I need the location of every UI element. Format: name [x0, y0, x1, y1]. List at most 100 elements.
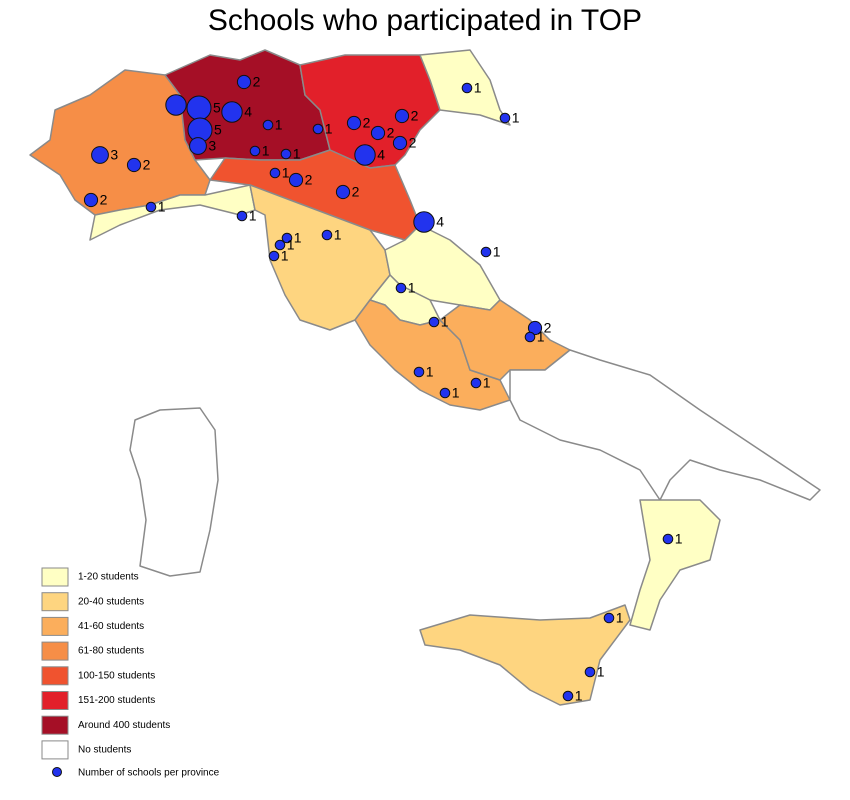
school-count: 1 [282, 165, 290, 181]
school-marker [186, 95, 212, 121]
legend-swatch [41, 691, 69, 710]
school-marker [413, 366, 425, 378]
school-count: 1 [575, 688, 583, 704]
school-marker [83, 192, 99, 208]
legend-swatch [41, 666, 69, 686]
school-marker [662, 533, 674, 545]
legend-label: 20-40 students [78, 596, 144, 607]
school-marker [499, 112, 511, 124]
school-count: 2 [305, 172, 313, 188]
school-count: 1 [474, 80, 482, 96]
school-marker [274, 239, 286, 251]
school-marker [236, 74, 252, 90]
legend-swatch [41, 592, 69, 612]
school-count: 1 [408, 280, 416, 296]
school-count: 1 [675, 531, 683, 547]
school-count: 2 [363, 115, 371, 131]
school-count: 1 [262, 143, 270, 159]
school-count: 1 [281, 248, 289, 264]
legend-label: Number of schools per province [78, 768, 220, 779]
regions [29, 49, 821, 706]
legend-label: 1-20 students [78, 572, 139, 583]
school-marker [346, 115, 362, 131]
school-count: 2 [143, 157, 151, 173]
school-marker [354, 144, 376, 166]
school-count: 1 [616, 610, 624, 626]
legend-label: Around 400 students [78, 720, 170, 731]
school-marker [562, 690, 574, 702]
school-marker [280, 148, 292, 160]
school-marker [165, 94, 187, 116]
school-marker [221, 101, 243, 123]
legend-label: 41-60 students [78, 621, 144, 632]
legend-swatch [41, 567, 69, 587]
school-marker [584, 666, 596, 678]
school-marker [439, 387, 451, 399]
school-count: 1 [325, 121, 333, 137]
school-marker [189, 137, 207, 155]
school-count: 2 [253, 74, 261, 90]
school-count: 1 [334, 227, 342, 243]
sardinia [129, 407, 219, 577]
legend-swatch [41, 641, 69, 661]
school-marker [249, 145, 261, 157]
school-marker [480, 246, 492, 258]
school-marker [603, 612, 615, 624]
school-count: 4 [436, 214, 444, 230]
school-marker [262, 119, 274, 131]
legend-label: 61-80 students [78, 646, 144, 657]
school-count: 1 [249, 208, 257, 224]
school-marker [470, 377, 482, 389]
school-count: 5 [214, 122, 222, 138]
calabria [629, 499, 721, 631]
school-marker [91, 146, 109, 164]
school-marker [392, 135, 408, 151]
legend-label: No students [78, 745, 131, 756]
school-count: 1 [294, 230, 302, 246]
school-marker [269, 167, 281, 179]
south [509, 349, 821, 501]
school-marker [370, 125, 386, 141]
legend-swatch [41, 616, 69, 636]
school-count: 1 [597, 664, 605, 680]
school-marker [268, 250, 280, 262]
map-title: Schools who participated in TOP [208, 4, 642, 37]
school-count: 4 [244, 104, 252, 120]
school-marker [236, 210, 248, 222]
school-marker [413, 211, 435, 233]
school-count: 1 [512, 110, 520, 126]
school-marker [524, 331, 536, 343]
school-marker [145, 201, 157, 213]
school-count: 2 [411, 108, 419, 124]
school-marker [312, 123, 324, 135]
school-count: 4 [377, 147, 385, 163]
school-marker [461, 82, 473, 94]
school-marker [394, 108, 410, 124]
school-marker [281, 232, 293, 244]
school-count: 2 [544, 320, 552, 336]
school-count: 1 [293, 146, 301, 162]
legend-label: 151-200 students [78, 695, 155, 706]
legend-marker [52, 767, 62, 777]
school-count: 1 [493, 244, 501, 260]
legend-swatch [41, 715, 69, 735]
school-count: 3 [208, 138, 216, 154]
school-count: 1 [287, 237, 295, 253]
school-count: 2 [387, 125, 395, 141]
school-count: 3 [110, 147, 118, 163]
school-count: 1 [452, 385, 460, 401]
school-marker [527, 320, 543, 336]
school-marker [428, 316, 440, 328]
school-marker [126, 157, 142, 173]
school-count: 5 [213, 100, 221, 116]
school-count: 1 [483, 375, 491, 391]
school-marker [335, 184, 351, 200]
school-count: 2 [100, 192, 108, 208]
school-count: 2 [409, 135, 417, 151]
school-count: 1 [158, 199, 166, 215]
school-count: 1 [441, 314, 449, 330]
school-count: 1 [275, 117, 283, 133]
school-count: 1 [537, 329, 545, 345]
legend-label: 100-150 students [78, 670, 155, 681]
